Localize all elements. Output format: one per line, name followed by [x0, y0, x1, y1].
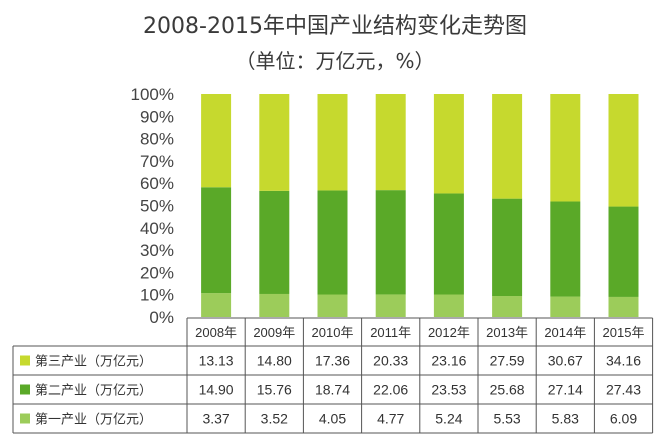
bar-segment-2010年-s1	[317, 190, 348, 295]
data-cell: 27.43	[606, 382, 641, 398]
data-cell: 25.68	[490, 382, 525, 398]
data-cell: 4.77	[377, 411, 404, 427]
legend-swatch	[20, 384, 30, 395]
row-label: 第三产业（万亿元）	[35, 355, 152, 370]
chart-title: 2008-2015年中国产业结构变化走势图	[143, 14, 527, 39]
data-cell: 27.14	[548, 382, 583, 398]
bar-segment-2013年-s1	[492, 198, 523, 297]
data-cell: 30.67	[548, 353, 583, 369]
bar-segment-2014年-s0	[550, 296, 581, 317]
data-cell: 3.52	[261, 411, 288, 427]
year-header: 2014年	[544, 325, 586, 340]
bar-segment-2008年-s0	[201, 293, 232, 317]
table-grid	[12, 317, 654, 434]
bar-segment-2013年-s0	[492, 296, 523, 317]
y-tick-label: 0%	[149, 308, 174, 327]
bar-segment-2008年-s1	[201, 187, 232, 294]
bar-segment-2015年-s0	[608, 296, 639, 317]
bar-segment-2012年-s1	[433, 193, 464, 295]
data-cell: 15.76	[257, 382, 292, 398]
bar-segment-2014年-s1	[550, 201, 581, 297]
data-cell: 6.09	[610, 411, 637, 427]
bar-segment-2010年-s0	[317, 294, 348, 317]
legend-swatch	[20, 413, 30, 424]
bar-segment-2015年-s1	[608, 206, 639, 297]
row-label: 第二产业（万亿元）	[35, 384, 152, 399]
year-header: 2013年	[486, 325, 528, 340]
legend-swatch	[20, 355, 30, 366]
y-tick-label: 90%	[140, 107, 174, 126]
data-cell: 4.05	[319, 411, 346, 427]
y-tick-label: 100%	[131, 85, 174, 104]
data-cell: 20.33	[373, 353, 408, 369]
y-tick-label: 80%	[140, 130, 174, 149]
bar-segment-2009年-s1	[259, 190, 290, 294]
chart-subtitle: （单位：万亿元，%）	[235, 49, 434, 73]
bars	[201, 94, 639, 317]
data-cell: 23.16	[431, 353, 466, 369]
bar-segment-2011年-s1	[375, 190, 406, 295]
data-cell: 14.80	[257, 353, 292, 369]
y-tick-label: 20%	[140, 263, 174, 282]
bar-segment-2014年-s2	[550, 94, 581, 202]
y-tick-label: 30%	[140, 241, 174, 260]
data-cell: 34.16	[606, 353, 641, 369]
bar-segment-2010年-s2	[317, 94, 348, 191]
y-tick-label: 50%	[140, 197, 174, 216]
data-cell: 18.74	[315, 382, 350, 398]
y-axis-ticks: 0% 10% 20% 30% 40% 50% 60% 70% 80% 90% 100%	[131, 85, 174, 327]
data-cell: 3.37	[202, 411, 229, 427]
bar-segment-2012年-s0	[433, 294, 464, 317]
year-header: 2010年	[312, 325, 354, 340]
y-tick-label: 10%	[140, 286, 174, 305]
y-tick-label: 60%	[140, 174, 174, 193]
data-cell: 17.36	[315, 353, 350, 369]
year-header: 2015年	[603, 325, 645, 340]
bar-segment-2012年-s2	[433, 94, 464, 194]
bar-segment-2008年-s2	[201, 94, 232, 188]
data-cell: 23.53	[431, 382, 466, 398]
row-label: 第一产业（万亿元）	[35, 413, 152, 428]
year-header: 2009年	[253, 325, 295, 340]
data-cell: 5.53	[493, 411, 520, 427]
data-cell: 22.06	[373, 382, 408, 398]
data-cell: 14.90	[199, 382, 234, 398]
year-header: 2011年	[370, 325, 411, 340]
y-tick-label: 40%	[140, 219, 174, 238]
data-cell: 13.13	[199, 353, 234, 369]
bar-segment-2009年-s2	[259, 94, 290, 191]
bar-segment-2011年-s0	[375, 294, 406, 317]
year-header: 2008年	[195, 325, 237, 340]
data-cell: 27.59	[490, 353, 525, 369]
data-cell: 5.24	[435, 411, 462, 427]
bar-segment-2011年-s2	[375, 94, 406, 191]
y-tick-label: 70%	[140, 152, 174, 171]
data-table: 2008年 2009年 2010年 2011年 2012年 2013年 2014年 2015年…	[20, 325, 644, 428]
bar-segment-2009年-s0	[259, 293, 290, 317]
bar-segment-2015年-s2	[608, 94, 639, 207]
year-header: 2012年	[428, 325, 470, 340]
bar-segment-2013年-s2	[492, 94, 523, 199]
data-cell: 5.83	[552, 411, 579, 427]
